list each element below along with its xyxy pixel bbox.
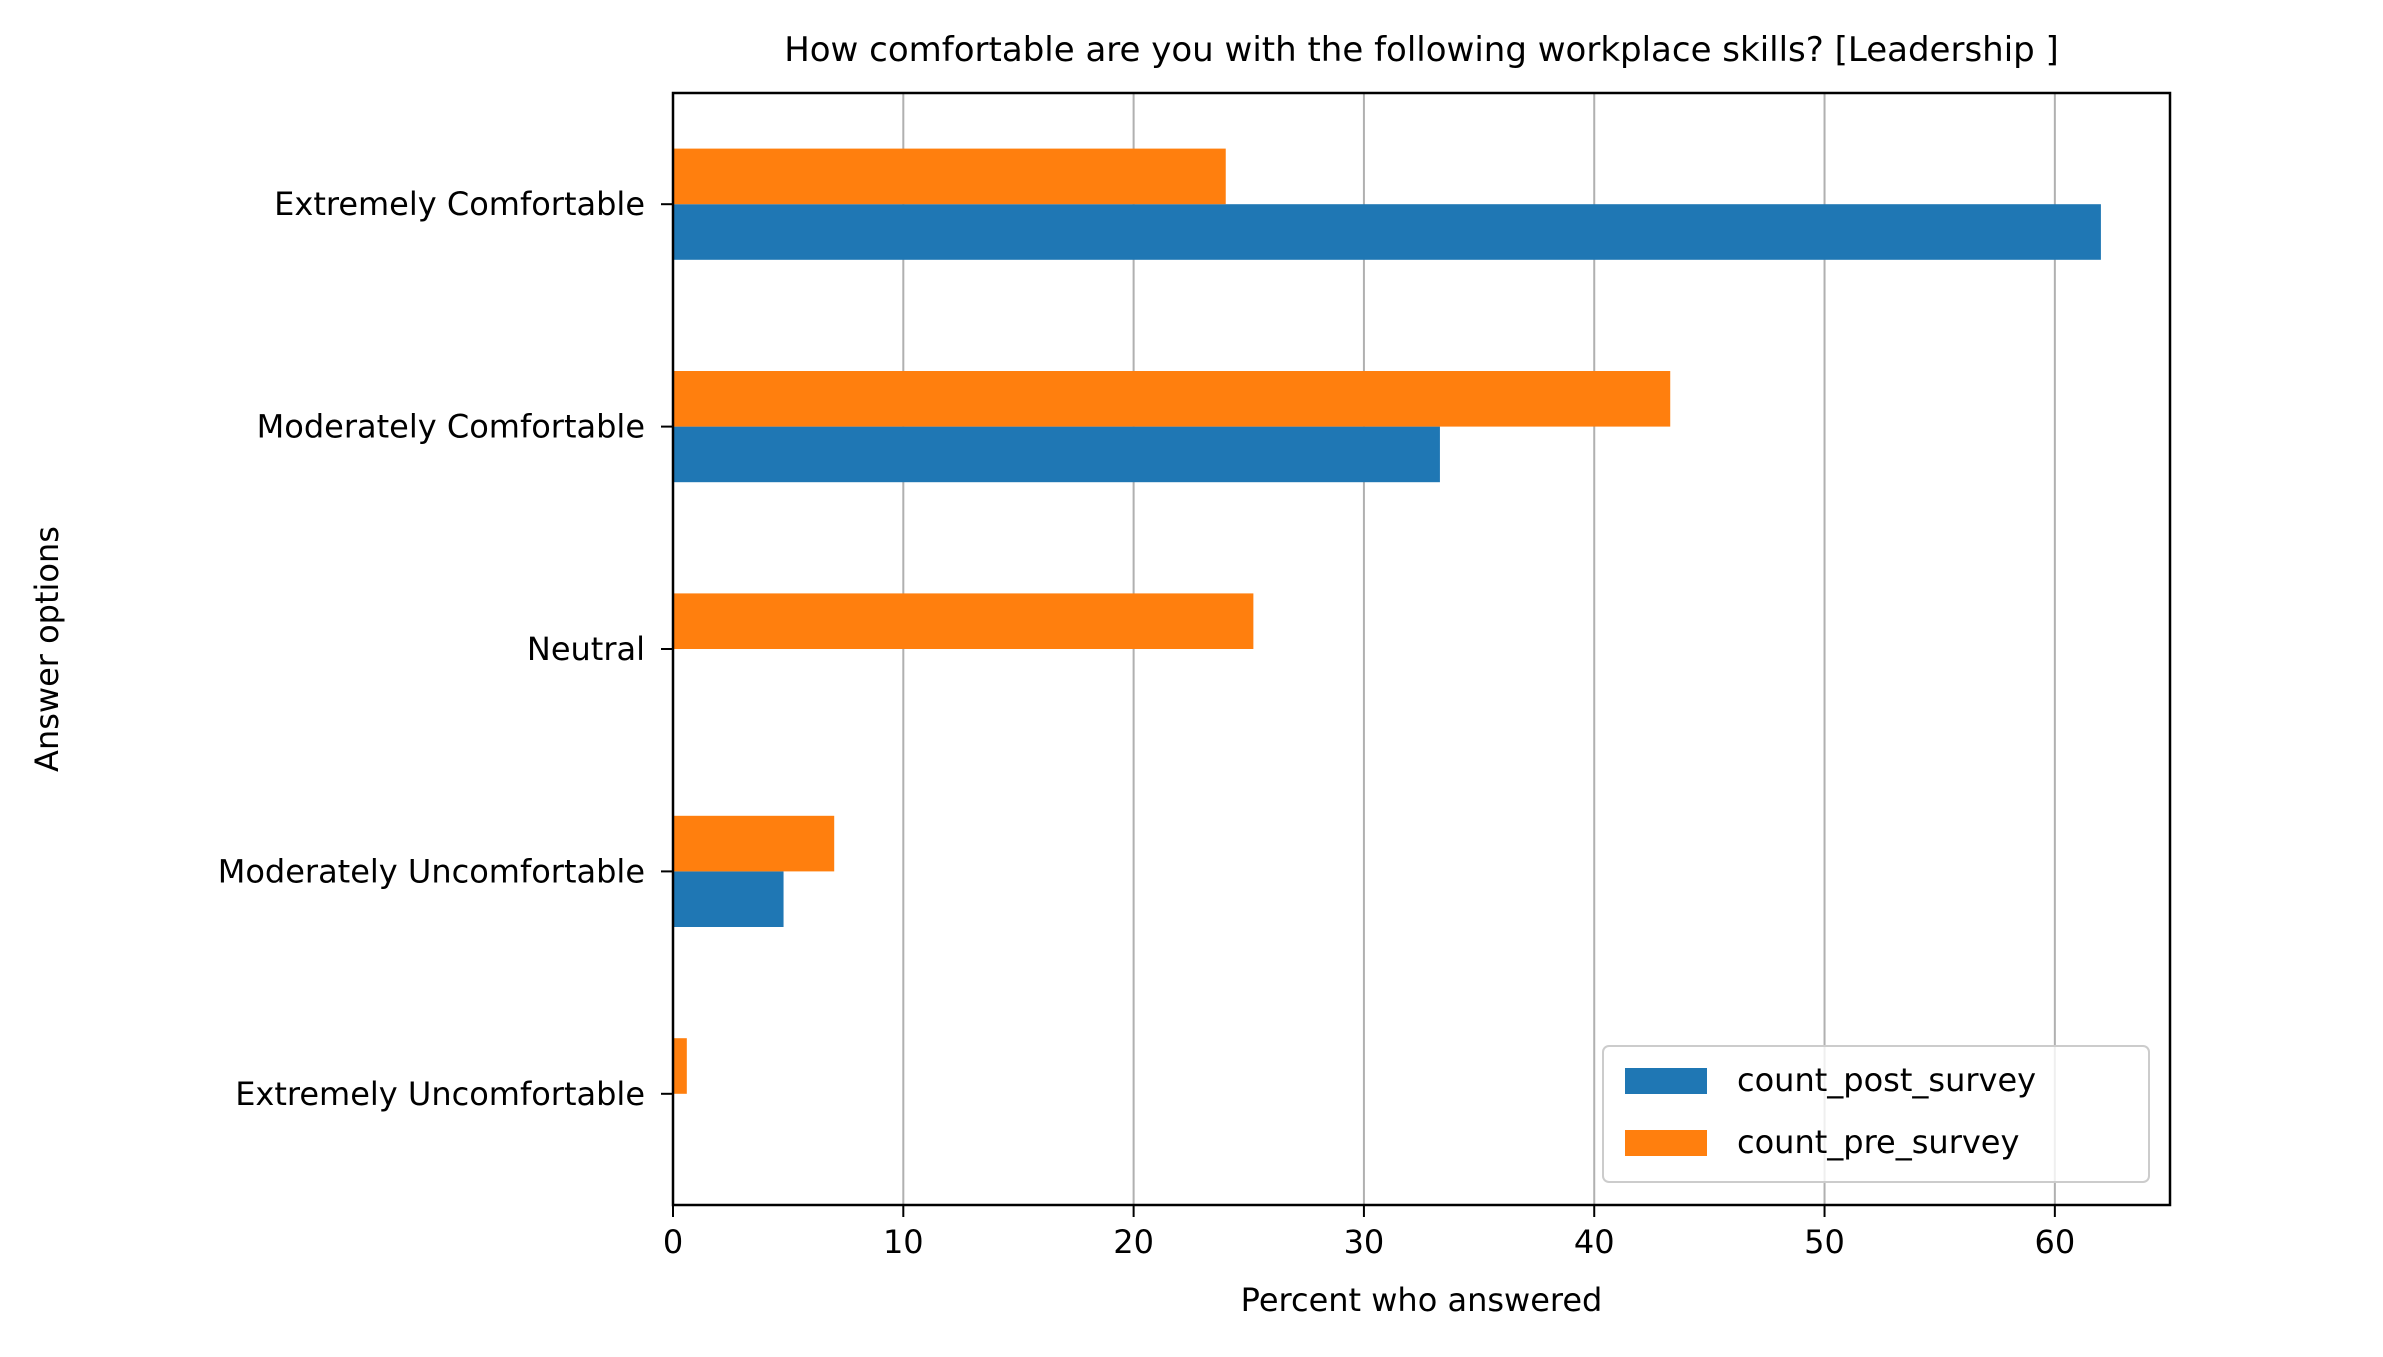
- bar-pre-survey: [673, 815, 835, 872]
- bars: [673, 148, 2101, 1094]
- x-tick-label: 20: [1113, 1223, 1154, 1261]
- bar-post-survey: [673, 426, 1440, 483]
- y-tick-label: Extremely Comfortable: [274, 185, 645, 223]
- x-tick-label: 10: [883, 1223, 924, 1261]
- legend-box: [1602, 1045, 2150, 1183]
- y-tick-label: Extremely Uncomfortable: [235, 1075, 645, 1113]
- y-tick-label: Moderately Comfortable: [257, 408, 645, 446]
- bar-pre-survey: [673, 1038, 687, 1094]
- bar-post-survey: [673, 204, 2101, 260]
- x-axis-ticks: 0 10 20 30 40 50 60: [663, 1205, 2075, 1261]
- y-tick-label: Neutral: [527, 630, 645, 668]
- x-tick-label: 50: [1804, 1223, 1845, 1261]
- y-axis-ticks: Extremely Comfortable Moderately Comforta…: [218, 185, 673, 1113]
- legend-swatch-pre-survey: [1625, 1130, 1707, 1156]
- legend: count_post_survey count_pre_survey: [1602, 1045, 2150, 1183]
- x-tick-label: 30: [1344, 1223, 1385, 1261]
- chart-title: How comfortable are you with the followi…: [784, 30, 2059, 70]
- x-tick-label: 40: [1574, 1223, 1615, 1261]
- bar-pre-survey: [673, 148, 1226, 205]
- bar-pre-survey: [673, 371, 1671, 427]
- x-axis-label: Percent who answered: [1241, 1281, 1603, 1319]
- y-tick-label: Moderately Uncomfortable: [218, 852, 645, 890]
- legend-label-post-survey: count_post_survey: [1737, 1061, 2036, 1099]
- bar-post-survey: [673, 871, 784, 927]
- legend-swatch-post-survey: [1625, 1068, 1707, 1094]
- y-axis-label: Answer options: [28, 526, 66, 772]
- x-tick-label: 60: [2034, 1223, 2075, 1261]
- legend-label-pre-survey: count_pre_survey: [1737, 1123, 2019, 1161]
- x-tick-label: 0: [663, 1223, 683, 1261]
- bar-pre-survey: [673, 593, 1254, 649]
